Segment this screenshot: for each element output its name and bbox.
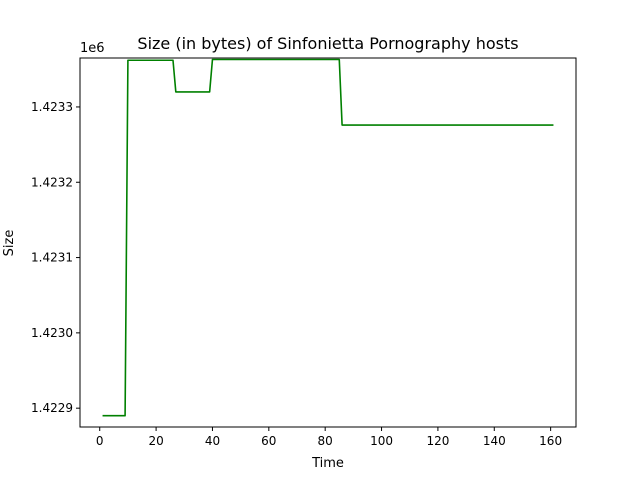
x-tick-label: 40 xyxy=(205,434,220,448)
x-tick-label: 140 xyxy=(483,434,506,448)
x-tick-label: 120 xyxy=(426,434,449,448)
x-tick-label: 80 xyxy=(318,434,333,448)
x-tick-label: 100 xyxy=(370,434,393,448)
plot-area xyxy=(102,58,554,417)
x-tick-label: 0 xyxy=(96,434,104,448)
plot-frame xyxy=(79,57,577,428)
y-tick-label: 1.4233 xyxy=(31,100,73,114)
y-tick-label: 1.4231 xyxy=(31,251,73,265)
y-tick-label: 1.4232 xyxy=(31,175,73,189)
y-offset-label: 1e6 xyxy=(80,41,105,56)
x-tick-label: 60 xyxy=(261,434,276,448)
x-tick-label: 160 xyxy=(539,434,562,448)
chart-title: Size (in bytes) of Sinfonietta Pornograp… xyxy=(137,34,518,53)
y-tick-label: 1.4229 xyxy=(31,401,73,415)
y-tick-label: 1.4230 xyxy=(31,326,73,340)
y-axis-label: Size xyxy=(2,230,17,257)
x-axis-label: Time xyxy=(311,456,344,471)
series-line xyxy=(102,58,554,417)
x-tick-label: 20 xyxy=(148,434,163,448)
